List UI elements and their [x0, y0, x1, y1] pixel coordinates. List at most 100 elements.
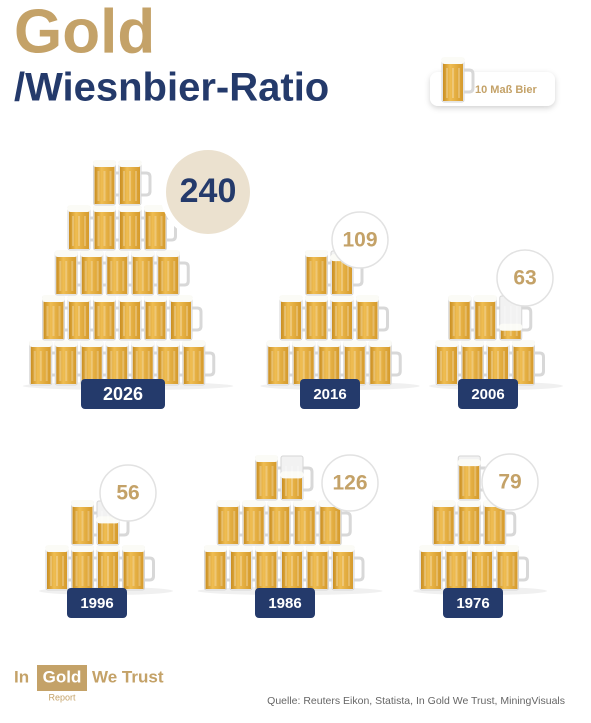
mug-foam — [445, 545, 468, 552]
mug-foam — [499, 323, 523, 331]
mug-foam — [204, 545, 227, 552]
mug — [67, 295, 101, 341]
mug-foam — [80, 250, 104, 257]
mug-foam — [156, 250, 180, 257]
mug-foam — [118, 160, 142, 167]
mug — [512, 340, 545, 386]
mug-foam — [343, 340, 367, 347]
mug-handle — [534, 351, 545, 377]
mug-foam — [122, 545, 145, 552]
mug-foam — [118, 295, 142, 302]
mug-foam — [292, 340, 316, 347]
mug-handle — [518, 556, 529, 582]
mug — [182, 340, 216, 386]
mug-foam — [67, 205, 91, 212]
mug-foam — [435, 340, 459, 347]
year-label: 2026 — [103, 384, 143, 404]
mug-beer — [72, 548, 93, 589]
logo-sub: Report — [48, 692, 76, 702]
mug-beer — [443, 60, 463, 101]
mug-beer — [243, 503, 264, 544]
mug — [292, 340, 326, 386]
mug-handle — [144, 556, 155, 582]
value-circle — [321, 454, 379, 512]
mug-handle — [391, 351, 402, 377]
mug-foam — [54, 340, 78, 347]
mug-beer — [268, 343, 289, 384]
mug-foam — [305, 295, 328, 302]
mug-foam — [280, 471, 304, 479]
mug-beer — [47, 548, 67, 589]
mug-foam — [229, 545, 253, 552]
value-circle — [160, 144, 256, 240]
mug-foam — [67, 295, 91, 302]
mug-foam — [93, 160, 116, 167]
mug-foam — [293, 500, 317, 507]
legend-label: 10 Maß Bier — [475, 84, 537, 96]
mug-foam — [45, 545, 69, 552]
mug-beer — [282, 548, 302, 589]
mug — [204, 545, 237, 591]
value-circle — [331, 211, 389, 269]
mug-stack — [413, 455, 547, 595]
mug-beer — [497, 548, 518, 589]
mug-beer — [484, 503, 505, 544]
mug-beer — [98, 548, 118, 589]
mug — [317, 340, 351, 386]
mug-handle — [378, 306, 389, 332]
mug-handle — [341, 511, 352, 537]
mug-beer — [459, 462, 480, 499]
mug-foam — [419, 545, 443, 552]
mug-foam — [457, 500, 481, 507]
mug-beer — [43, 298, 64, 339]
mug-beer — [433, 503, 454, 544]
mug-beer — [120, 163, 140, 204]
mug-foam — [432, 500, 456, 507]
mug-beer — [282, 474, 302, 499]
mug — [229, 545, 263, 591]
mug-foam — [169, 295, 193, 302]
mug — [242, 500, 276, 546]
mug-foam — [118, 205, 142, 212]
mug — [131, 340, 165, 386]
mug — [42, 295, 75, 341]
mug — [144, 295, 177, 341]
mug-stack — [39, 500, 173, 595]
mug — [169, 295, 203, 341]
mug-beer — [120, 298, 140, 339]
mug-foam — [96, 545, 120, 552]
mug — [93, 295, 126, 341]
mug-beer — [171, 298, 191, 339]
mug-foam — [242, 500, 266, 507]
mug-beer — [307, 548, 328, 589]
mug — [486, 340, 520, 386]
mug — [156, 250, 190, 296]
mug-beer — [472, 548, 492, 589]
mug-foam — [267, 500, 291, 507]
mug-foam — [306, 545, 329, 552]
mug-foam — [156, 340, 180, 347]
mug-foam — [54, 250, 78, 257]
mug — [267, 500, 301, 546]
mug-foam — [356, 295, 379, 302]
mug-beer — [56, 253, 77, 294]
mug-beer — [370, 343, 391, 384]
logo-badge — [37, 665, 87, 691]
mug-foam — [470, 545, 494, 552]
mug — [432, 500, 466, 546]
mug-beer — [205, 548, 226, 589]
mug — [105, 250, 139, 296]
mug-beer — [293, 343, 314, 384]
mug-beer — [332, 298, 352, 339]
value-circle — [99, 464, 157, 522]
mug-handle — [204, 351, 216, 377]
mug — [67, 205, 101, 251]
mug-beer — [30, 343, 51, 384]
mug-stack — [429, 295, 563, 390]
mug-foam — [255, 455, 278, 462]
mug-beer — [513, 343, 534, 384]
mug — [343, 340, 377, 386]
mug-foam — [330, 295, 354, 302]
logo-text: Gold — [43, 667, 82, 686]
year-box — [300, 379, 360, 409]
